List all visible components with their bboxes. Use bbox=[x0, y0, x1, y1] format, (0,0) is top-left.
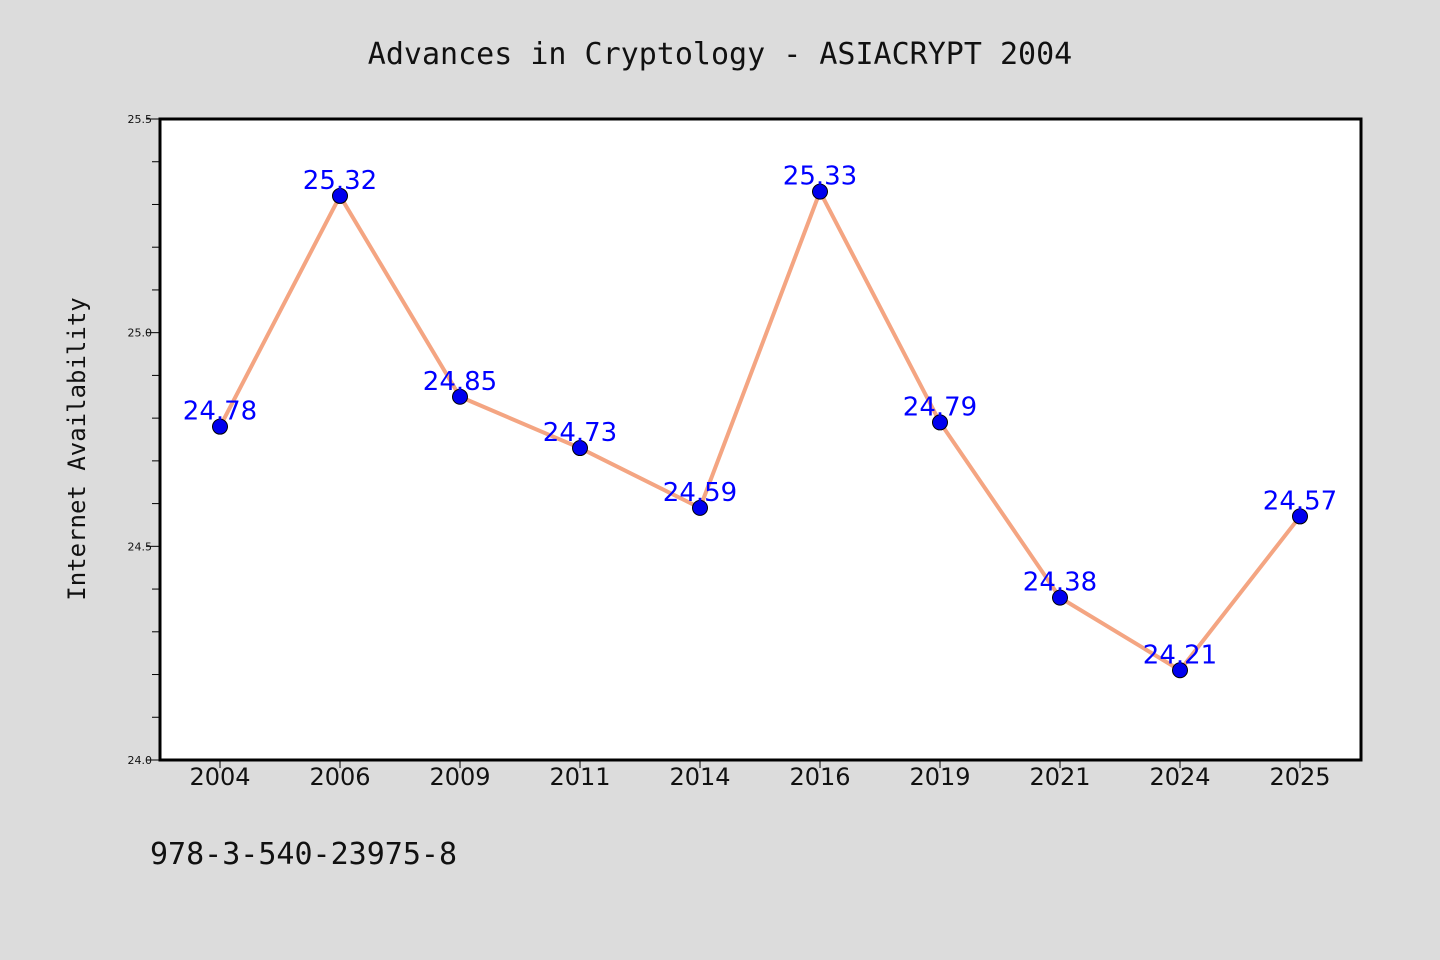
data-point bbox=[1172, 662, 1188, 679]
data-label: 24.38 bbox=[1023, 568, 1097, 598]
y-axis-ticks: 24.0 24.5 25.0 25.5 bbox=[128, 113, 160, 767]
data-point bbox=[812, 183, 828, 200]
y-tick-label: 24.0 bbox=[128, 754, 153, 767]
x-tick-label: 2019 bbox=[909, 763, 970, 791]
data-point bbox=[452, 388, 468, 405]
data-label: 24.85 bbox=[423, 367, 497, 397]
x-tick-label: 2016 bbox=[789, 763, 850, 791]
data-label: 25.32 bbox=[303, 166, 377, 196]
data-point bbox=[572, 440, 588, 457]
data-point bbox=[692, 499, 708, 516]
x-tick-label: 2006 bbox=[309, 763, 370, 791]
footer-code: 978-3-540-23975-8 bbox=[150, 837, 457, 872]
y-tick-label: 24.5 bbox=[128, 540, 153, 553]
data-point bbox=[932, 414, 948, 431]
data-point bbox=[212, 418, 228, 435]
y-tick-label: 25.0 bbox=[128, 327, 153, 340]
data-point bbox=[332, 187, 348, 204]
x-tick-label: 2004 bbox=[189, 763, 250, 791]
x-tick-label: 2011 bbox=[549, 763, 610, 791]
x-tick-label: 2014 bbox=[669, 763, 730, 791]
x-tick-label: 2025 bbox=[1269, 763, 1330, 791]
x-tick-label: 2024 bbox=[1149, 763, 1210, 791]
chart-title: Advances in Cryptology - ASIACRYPT 2004 bbox=[368, 37, 1072, 72]
data-label: 24.78 bbox=[183, 397, 257, 427]
data-label: 24.21 bbox=[1143, 640, 1217, 670]
data-label: 24.79 bbox=[903, 392, 977, 422]
x-tick-label: 2021 bbox=[1029, 763, 1090, 791]
x-tick-label: 2009 bbox=[429, 763, 490, 791]
data-point bbox=[1292, 508, 1308, 525]
x-axis-ticks: 2004 2006 2009 2011 2014 2016 2019 2021 2024 2025 bbox=[189, 760, 1331, 791]
data-point bbox=[1052, 589, 1068, 606]
y-tick-label: 25.5 bbox=[128, 113, 153, 126]
series-markers bbox=[212, 183, 1308, 679]
series-line bbox=[218, 189, 1302, 673]
data-label: 25.33 bbox=[783, 162, 857, 192]
data-labels: 24.78 25.32 24.85 24.73 24.59 25.33 24.79 24.38… bbox=[183, 162, 1337, 671]
y-axis-label: Internet Availability bbox=[63, 297, 91, 600]
data-label: 24.57 bbox=[1263, 486, 1337, 516]
data-label: 24.59 bbox=[663, 478, 737, 508]
data-label: 24.73 bbox=[543, 418, 617, 448]
